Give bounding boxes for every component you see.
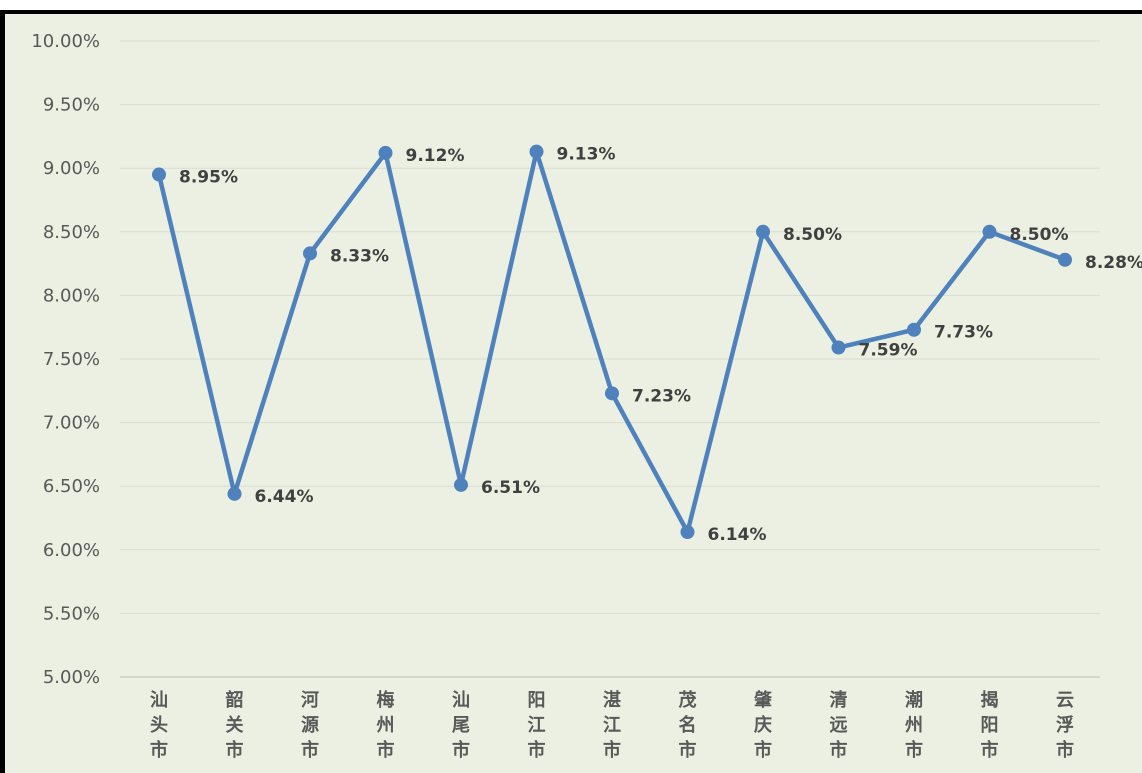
category-label: 阳江市 [528,690,546,761]
data-labels: 8.95% 6.44% 8.33% 9.12% 6.51% 9.13% 7.23% 6.14%… [179,145,1142,545]
y-tick-label: 10.00% [31,31,100,52]
category-label: 汕头市 [150,690,168,761]
y-tick-label: 9.50% [43,95,100,116]
data-label: 8.95% [179,168,238,188]
data-label: 9.12% [406,146,465,166]
y-tick-label: 5.50% [43,603,100,624]
data-point [1058,252,1072,267]
data-point [680,524,695,539]
data-label: 8.33% [330,246,389,266]
category-label: 湛江市 [603,689,621,761]
data-point [831,340,846,355]
data-point [529,144,544,159]
category-label: 汕尾市 [452,690,470,761]
category-label: 潮州市 [904,690,923,761]
data-label: 6.44% [255,487,314,507]
data-point [756,224,770,239]
y-axis-tick-labels: 5.00% 5.50% 6.00% 6.50% 7.00% 7.50% 8.00% 8.50%… [31,31,100,688]
data-point [605,386,619,401]
data-label: 8.28% [1085,253,1142,273]
data-label: 8.50% [1010,225,1069,245]
y-tick-label: 6.50% [43,476,100,497]
x-axis-category-labels: 汕头市 韶关市 河源市 梅州市 汕尾市 阳江市 湛江市 茂名市 肇庆市 清远市 潮州市 揭阳市 云浮市 [150,689,1074,761]
data-markers [152,144,1072,539]
y-tick-label: 7.50% [43,349,100,370]
category-label: 茂名市 [679,689,697,761]
y-tick-label: 8.50% [43,222,100,243]
data-label: 6.51% [481,478,540,498]
data-point [227,486,242,501]
category-label: 云浮市 [1056,690,1074,761]
chart-frame [0,10,1142,773]
category-label: 肇庆市 [753,689,773,761]
category-label: 揭阳市 [981,689,999,761]
y-tick-label: 5.00% [43,667,100,688]
data-point [378,145,393,160]
y-tick-label: 9.00% [43,158,100,179]
data-point [907,322,921,337]
category-label: 河源市 [301,690,319,761]
data-label: 7.23% [632,386,691,406]
data-point [152,167,166,182]
data-point [454,477,468,492]
data-label: 6.14% [708,525,767,545]
category-label: 清远市 [830,690,848,761]
data-label: 9.13% [557,145,616,165]
category-label: 韶关市 [226,689,244,761]
y-tick-label: 7.00% [43,413,100,434]
data-label: 8.50% [783,225,842,245]
data-label: 7.73% [934,323,993,343]
y-tick-label: 6.00% [43,540,100,561]
data-point [303,246,317,261]
plot-background [5,14,1142,773]
data-label: 7.59% [859,341,918,361]
gridlines [120,40,1100,614]
data-point [982,224,997,239]
y-tick-label: 8.00% [43,285,100,306]
category-label: 梅州市 [376,689,395,761]
